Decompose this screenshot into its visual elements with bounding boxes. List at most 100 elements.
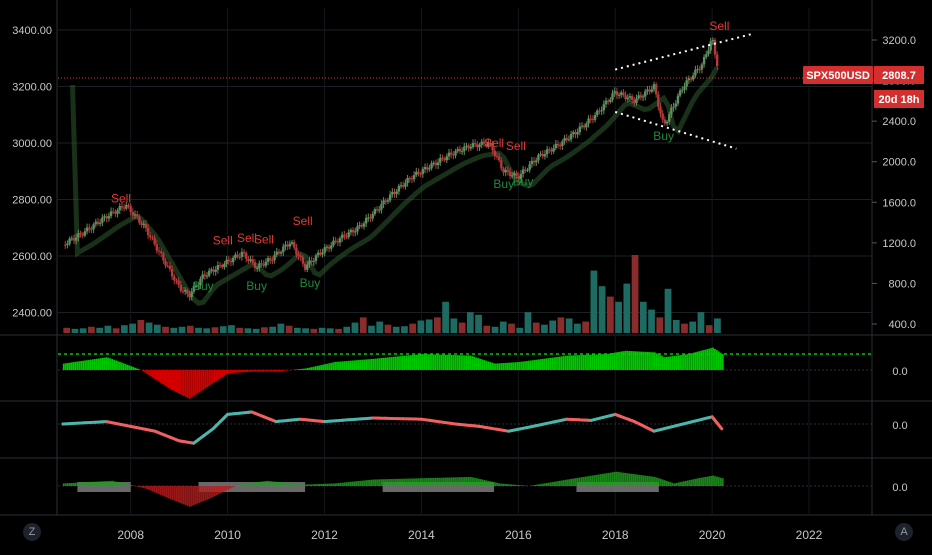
candle-body (672, 107, 674, 108)
osc3-bar (648, 476, 650, 486)
osc1-bar (71, 362, 73, 370)
candle-body (574, 132, 576, 134)
candle-body (276, 252, 278, 255)
osc3-bar (714, 476, 716, 486)
candle-body (125, 205, 127, 209)
osc1-bar (233, 370, 235, 373)
osc3-bar (561, 480, 563, 486)
osc1-bar (315, 366, 317, 370)
candle-body (496, 156, 498, 157)
osc1-bar (445, 355, 447, 370)
osc3-bar (371, 480, 373, 486)
osc3-bar (536, 485, 538, 486)
osc1-bar (117, 361, 119, 370)
osc1-bar (264, 370, 266, 372)
osc3-bar (131, 485, 133, 486)
osc1-bar (687, 354, 689, 370)
candle-body (84, 231, 86, 235)
candle-body (548, 149, 550, 150)
osc1-bar (543, 359, 545, 370)
osc3-bar (387, 479, 389, 486)
volume-bar (269, 327, 276, 333)
candle-body (642, 97, 644, 98)
volume-bar (96, 328, 103, 333)
osc1-bar (408, 355, 410, 370)
candle-body (478, 145, 480, 147)
osc3-bar (148, 486, 150, 490)
volume-bar (409, 324, 416, 333)
candle-body (136, 214, 138, 216)
osc1-bar (466, 355, 468, 370)
auto-scale-button[interactable]: A (895, 523, 913, 541)
candle-body (295, 247, 297, 254)
candle-body (424, 167, 426, 169)
osc3-bar (402, 479, 404, 486)
candle-body (297, 255, 299, 257)
candle-body (443, 158, 445, 160)
osc1-bar (578, 355, 580, 370)
osc3-bar (650, 476, 652, 486)
osc3-bar (435, 478, 437, 486)
volume-bar (665, 289, 672, 333)
candle-body (140, 223, 142, 225)
candle-body (611, 93, 613, 99)
osc3-bar (594, 475, 596, 486)
volume-bar (105, 326, 112, 333)
candle-body (563, 138, 565, 141)
osc3-bar (683, 481, 685, 486)
osc3-bar (450, 477, 452, 486)
candle-body (228, 260, 230, 261)
osc3-bar (144, 486, 146, 488)
osc3-bar (195, 486, 197, 504)
volume-bar (319, 328, 326, 333)
candle-body (683, 86, 685, 89)
osc1-bar (280, 370, 282, 371)
osc1-bar (105, 357, 107, 370)
candle-body (265, 262, 267, 266)
candle-body (526, 170, 528, 171)
osc3-bar (319, 484, 321, 486)
osc1-bar (266, 370, 268, 372)
osc1-bar (625, 351, 627, 370)
candle-body (476, 144, 478, 147)
candle-body (306, 265, 308, 270)
osc3-bar (125, 484, 127, 486)
candle-body (522, 169, 524, 174)
volume-bar (467, 312, 474, 333)
osc3-bar (640, 475, 642, 486)
osc3-bar (497, 483, 499, 486)
osc3-bar (662, 480, 664, 487)
osc3-bar (596, 475, 598, 486)
osc3-bar (675, 483, 677, 486)
osc1-bar (179, 370, 181, 394)
osc1-bar (646, 352, 648, 370)
osc1-bar (596, 354, 598, 370)
volume-bar (203, 328, 210, 333)
candle-body (352, 230, 354, 232)
candle-body (393, 192, 395, 194)
candle-body (714, 40, 716, 55)
osc3-bar (421, 478, 423, 486)
candle-body (147, 228, 149, 235)
osc1-bar (216, 370, 218, 381)
osc3-bar (181, 486, 183, 504)
osc1-bar (693, 353, 695, 370)
candle-body (169, 266, 171, 269)
candle-body (505, 170, 507, 173)
right-axis-tick: 400.0 (888, 319, 916, 331)
osc3-bar (408, 479, 410, 486)
osc3-bar (540, 484, 542, 486)
osc3-bar (615, 472, 617, 486)
osc3-bar (127, 484, 129, 486)
candle-body (153, 238, 155, 244)
osc1-bar (668, 357, 670, 370)
osc1-bar (551, 358, 553, 370)
osc1-bar (164, 370, 166, 385)
candle-body (215, 270, 217, 272)
osc1-bar (301, 369, 303, 370)
log-scale-button[interactable]: Z (23, 523, 41, 541)
candle-body (164, 260, 166, 265)
osc1-bar (456, 355, 458, 370)
